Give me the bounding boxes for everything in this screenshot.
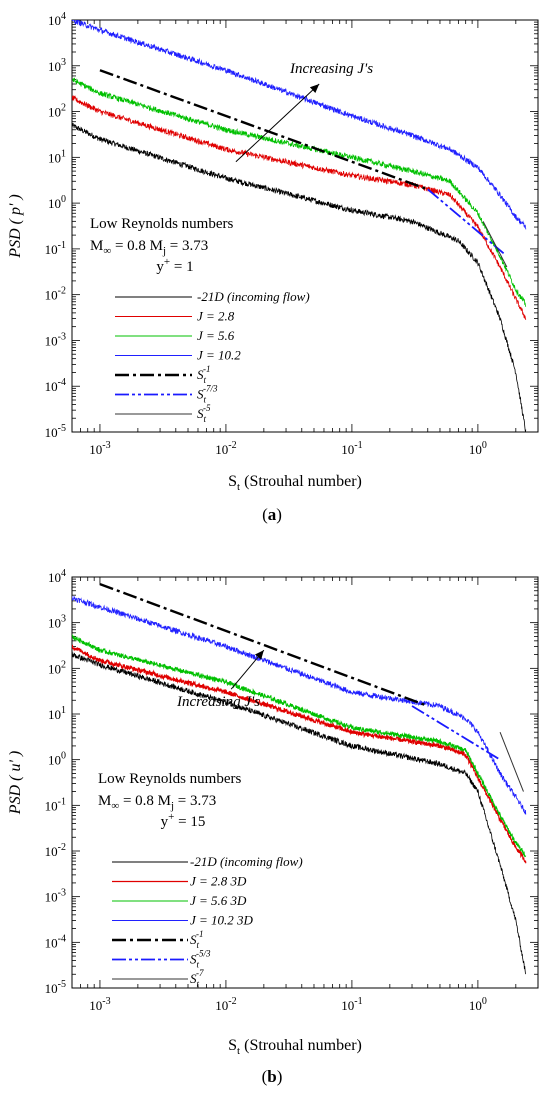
y-tick-label: 10-2: [45, 286, 66, 303]
y-tick-label: 102: [48, 103, 66, 120]
x-tick-label: 10-3: [89, 996, 110, 1013]
series-line-3: [72, 20, 527, 230]
series-line-5: [427, 188, 505, 255]
legend-label-0: -21D (incoming flow): [190, 854, 303, 869]
x-tick-label: 10-2: [215, 440, 236, 457]
y-axis-title: PSD ( p' ): [7, 194, 24, 258]
series-line-1: [72, 644, 527, 864]
x-tick-label: 100: [469, 440, 487, 457]
series-line-0: [72, 651, 527, 975]
series-line-4: [99, 582, 429, 708]
y-tick-label: 102: [48, 659, 66, 676]
series-line-1: [72, 95, 527, 320]
increasing-arrow-head: [309, 83, 320, 94]
x-tick-label: 10-3: [89, 440, 110, 457]
y-tick-label: 104: [48, 11, 66, 28]
condition-text-0: Low Reynolds numbers: [98, 771, 241, 787]
legend-label-3: J = 10.2 3D: [190, 913, 254, 928]
y-tick-label: 10-5: [45, 979, 66, 996]
x-tick-label: 10-1: [341, 996, 362, 1013]
series-line-2: [72, 77, 527, 307]
x-tick-label: 10-2: [215, 996, 236, 1013]
y-tick-label: 104: [48, 568, 66, 585]
legend-label-1: J = 2.8: [197, 309, 235, 324]
y-tick-label: 10-1: [45, 796, 66, 813]
legend-label-0: -21D (incoming flow): [197, 289, 310, 304]
series-line-6: [499, 731, 524, 792]
y-axis-title: PSD ( u' ): [7, 751, 24, 815]
condition-text-0: Low Reynolds numbers: [90, 216, 233, 232]
legend-label-3: J = 10.2: [197, 348, 241, 363]
y-tick-label: 10-4: [45, 377, 66, 394]
chart-panel-b: 10-3 10-2 10-1 100 10-5 10-4 10-3 10-2 10-1 100 10…: [7, 568, 539, 1086]
legend-label-4: St-1: [190, 929, 204, 950]
plot-frame: [71, 576, 539, 989]
series-line-3: [72, 595, 527, 815]
plot-frame: [71, 19, 539, 433]
legend-label-2: J = 5.6: [197, 328, 235, 343]
x-tick-label: 10-1: [341, 440, 362, 457]
panel-label: (a): [262, 505, 282, 524]
y-tick-label: 103: [48, 614, 66, 631]
legend-label-6: St-5: [197, 403, 211, 424]
condition-text-2: y+ = 1: [156, 256, 193, 275]
y-tick-label: 100: [48, 751, 66, 768]
legend-label-4: St-1: [197, 364, 211, 385]
increasing-arrow-line: [235, 83, 320, 163]
y-tick-label: 10-1: [45, 240, 66, 257]
condition-text-1: M∞ = 0.8 Mj = 3.73: [98, 793, 216, 812]
condition-text-1: M∞ = 0.8 Mj = 3.73: [90, 238, 208, 257]
increasing-arrow-head: [255, 650, 264, 660]
series-group: [72, 20, 527, 432]
series-line-0: [72, 123, 527, 432]
y-tick-label: 10-2: [45, 842, 66, 859]
y-tick-label: 101: [48, 148, 66, 165]
legend-label-1: J = 2.8 3D: [190, 874, 247, 889]
legend-label-2: J = 5.6 3D: [190, 893, 247, 908]
y-tick-label: 100: [48, 194, 66, 211]
x-axis-title: St (Strouhal number): [228, 1037, 362, 1057]
increasing-arrow-label: Increasing J's: [176, 694, 260, 710]
y-tick-label: 101: [48, 705, 66, 722]
legend-label-6: St-7: [190, 968, 204, 989]
series-line-6: [482, 221, 508, 268]
y-tick-label: 10-5: [45, 423, 66, 440]
series-group: [72, 582, 527, 975]
series-line-2: [72, 634, 527, 858]
condition-text-2: y+ = 15: [161, 811, 206, 830]
increasing-arrow-label: Increasing J's: [289, 61, 373, 77]
x-axis-title: St (Strouhal number): [228, 473, 362, 493]
legend-label-5: St-5/3: [190, 949, 211, 970]
x-tick-label: 100: [469, 996, 487, 1013]
panel-label: (b): [262, 1067, 283, 1086]
y-tick-label: 10-4: [45, 933, 66, 950]
y-tick-label: 103: [48, 57, 66, 74]
series-line-4: [99, 69, 429, 191]
legend-label-5: St-7/3: [197, 384, 218, 405]
y-tick-label: 10-3: [45, 888, 66, 905]
y-tick-label: 10-3: [45, 331, 66, 348]
series-line-5: [411, 705, 501, 761]
chart-panel-a: 10-3 10-2 10-1 100 10-5 10-4 10-3 10-2 10-1 100 10…: [7, 11, 539, 524]
